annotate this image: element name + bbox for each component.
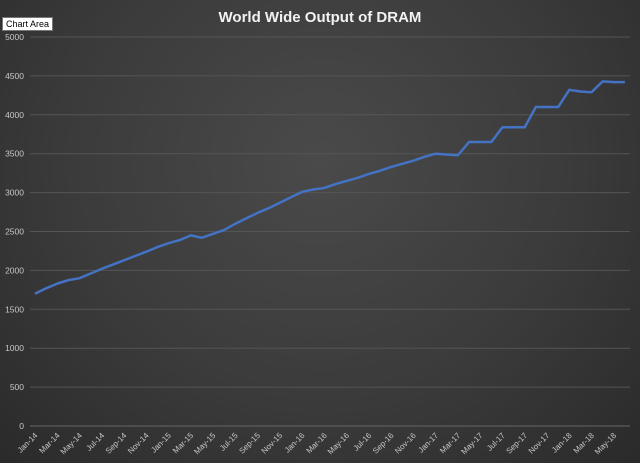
x-tick-label: Sep-16 — [371, 431, 396, 456]
x-tick-label: Sep-15 — [237, 431, 262, 456]
x-tick-label: May-15 — [192, 431, 218, 457]
x-tick-label: Mar-16 — [305, 431, 330, 456]
x-tick-label: May-17 — [459, 431, 485, 457]
chart-area-tooltip: Chart Area — [2, 17, 54, 31]
x-tick-label: Nov-14 — [126, 431, 151, 456]
y-tick-label: 3000 — [5, 188, 24, 198]
x-tick-label: May-14 — [59, 431, 85, 457]
chart-title: World Wide Output of DRAM — [219, 9, 422, 26]
y-tick-label: 5000 — [5, 32, 24, 42]
y-tick-label: 1500 — [5, 304, 24, 314]
x-tick-label: Mar-18 — [572, 431, 597, 456]
x-tick-label: May-16 — [326, 431, 352, 457]
x-tick-label: Jan-14 — [16, 431, 40, 455]
y-tick-label: 2000 — [5, 265, 24, 275]
x-tick-label: Jan-16 — [283, 431, 307, 455]
x-tick-label: Mar-17 — [438, 431, 463, 456]
y-tick-label: 2500 — [5, 227, 24, 237]
y-tick-label: 0 — [19, 421, 24, 431]
series-line — [34, 80, 625, 295]
x-tick-label: Nov-17 — [527, 431, 552, 456]
y-tick-label: 500 — [10, 382, 24, 392]
x-tick-label: Mar-15 — [171, 431, 196, 456]
x-tick-label: Jan-18 — [550, 431, 574, 455]
x-tick-label: Jan-17 — [416, 431, 440, 455]
x-tick-label: May-18 — [593, 431, 619, 457]
x-tick-label: Nov-15 — [260, 431, 285, 456]
x-tick-label: Sep-17 — [505, 431, 530, 456]
x-tick-label: Jan-15 — [149, 431, 173, 455]
y-tick-label: 4500 — [5, 71, 24, 81]
y-tick-label: 3500 — [5, 149, 24, 159]
x-tick-label: Sep-14 — [104, 431, 129, 456]
y-tick-label: 1000 — [5, 343, 24, 353]
x-tick-label: Nov-16 — [393, 431, 418, 456]
x-tick-label: Mar-14 — [37, 431, 62, 456]
y-tick-label: 4000 — [5, 110, 24, 120]
